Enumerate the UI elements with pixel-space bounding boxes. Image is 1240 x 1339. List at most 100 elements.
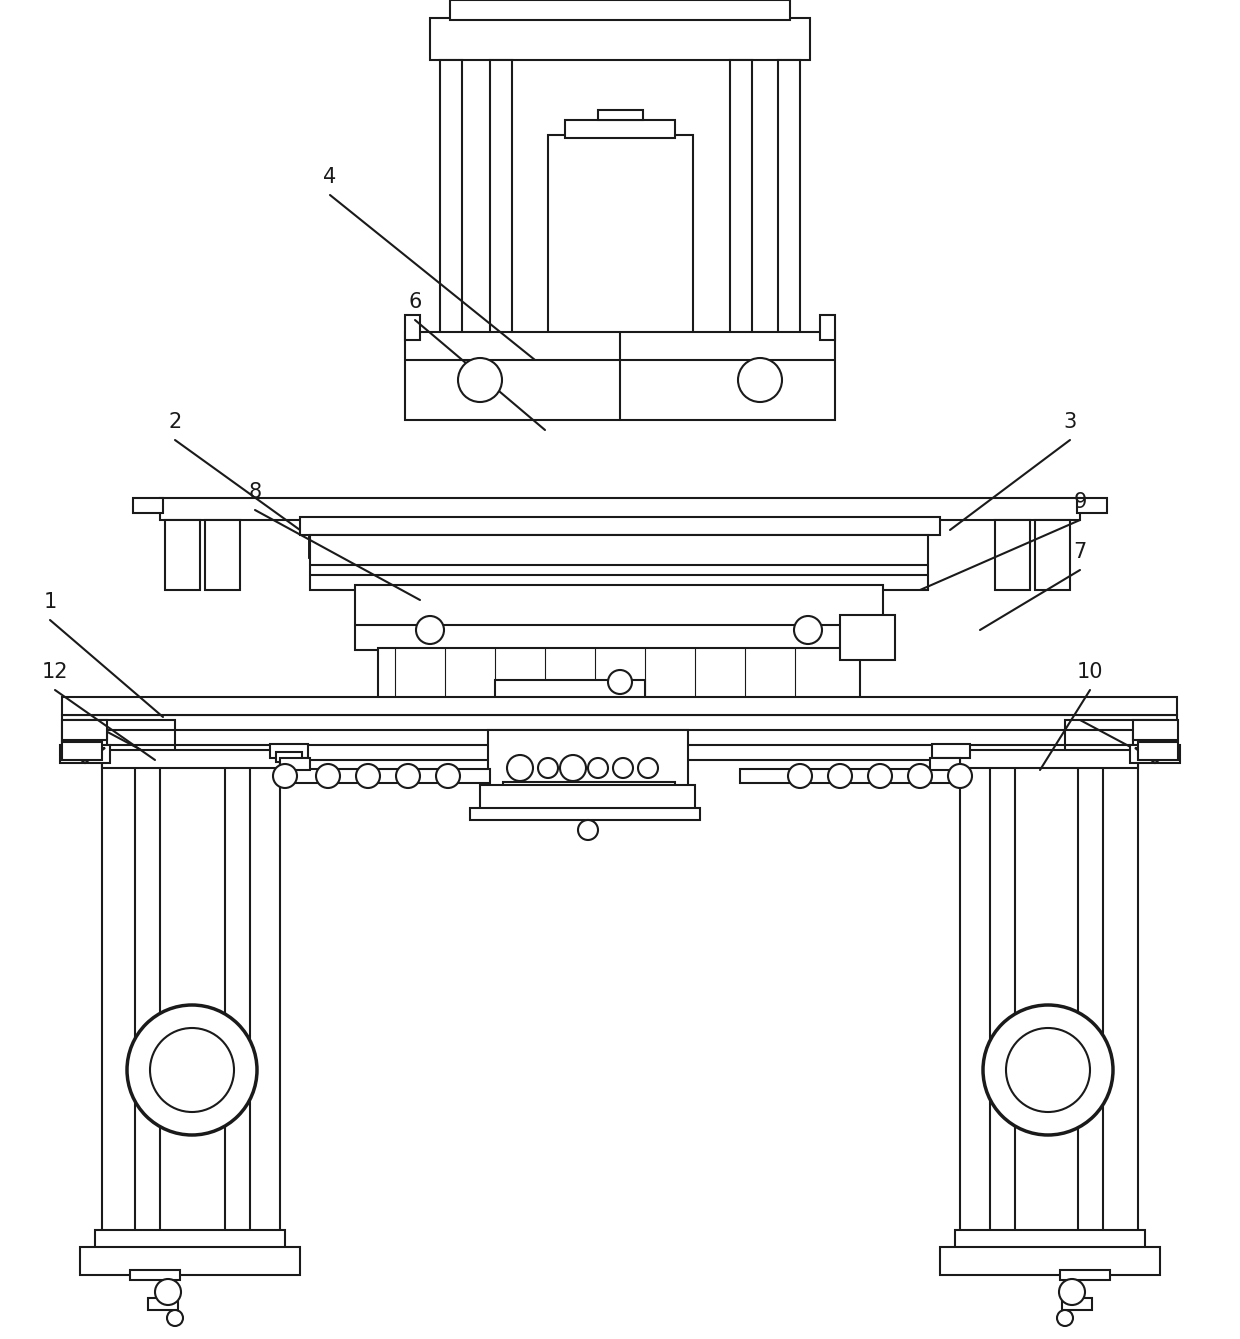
Circle shape — [396, 765, 420, 787]
Circle shape — [126, 1006, 257, 1135]
Text: 12: 12 — [42, 661, 68, 682]
Bar — [730, 60, 751, 340]
Bar — [228, 765, 250, 793]
Bar — [908, 536, 924, 558]
Bar — [60, 744, 110, 763]
Bar — [884, 536, 900, 558]
Circle shape — [150, 1028, 234, 1111]
Bar — [378, 648, 861, 720]
Bar — [332, 536, 348, 558]
Bar — [205, 520, 241, 590]
Bar — [596, 536, 613, 558]
Bar — [379, 536, 396, 558]
Circle shape — [578, 819, 598, 840]
Circle shape — [787, 765, 812, 787]
Bar — [1133, 720, 1178, 740]
Text: 6: 6 — [408, 292, 422, 312]
Bar — [165, 520, 200, 590]
Circle shape — [167, 1310, 184, 1326]
Bar — [308, 536, 324, 558]
Circle shape — [356, 765, 379, 787]
Circle shape — [868, 765, 892, 787]
Bar — [102, 750, 280, 769]
Bar — [280, 758, 310, 770]
Bar — [565, 121, 675, 138]
Bar — [405, 332, 835, 420]
Bar — [495, 680, 645, 698]
Text: 7: 7 — [1074, 542, 1086, 562]
Bar — [81, 1247, 300, 1275]
Bar — [940, 1247, 1159, 1275]
Bar — [715, 536, 732, 558]
Bar — [450, 0, 790, 20]
Bar — [572, 536, 588, 558]
Bar — [470, 807, 701, 819]
Bar — [1138, 742, 1178, 761]
Bar — [160, 498, 1080, 520]
Circle shape — [560, 755, 587, 781]
Bar — [740, 769, 985, 783]
Circle shape — [1056, 1310, 1073, 1326]
Bar — [476, 536, 492, 558]
Bar — [405, 315, 420, 340]
Circle shape — [436, 765, 460, 787]
Bar — [548, 135, 693, 340]
Text: 2: 2 — [169, 412, 181, 432]
Circle shape — [738, 358, 782, 402]
Circle shape — [538, 758, 558, 778]
Circle shape — [949, 765, 972, 787]
Bar — [812, 536, 828, 558]
Text: 10: 10 — [1076, 661, 1104, 682]
Circle shape — [608, 670, 632, 694]
Bar — [644, 536, 660, 558]
Bar — [130, 1269, 180, 1280]
Bar — [62, 720, 107, 740]
Circle shape — [316, 765, 340, 787]
Bar — [668, 536, 684, 558]
Bar — [1060, 1269, 1110, 1280]
Bar — [404, 536, 420, 558]
Bar — [102, 753, 280, 1240]
Bar — [1130, 744, 1180, 763]
Bar — [62, 698, 1177, 715]
Polygon shape — [1065, 720, 1173, 761]
Circle shape — [1059, 1279, 1085, 1306]
Bar — [300, 517, 940, 536]
Circle shape — [273, 765, 298, 787]
Bar — [960, 753, 1138, 1240]
Circle shape — [639, 758, 658, 778]
Circle shape — [828, 765, 852, 787]
Bar — [356, 536, 372, 558]
Bar — [64, 732, 107, 749]
Circle shape — [588, 758, 608, 778]
Circle shape — [908, 765, 932, 787]
Bar — [133, 498, 162, 513]
Bar — [836, 536, 852, 558]
Text: 1: 1 — [43, 592, 57, 612]
Bar — [1078, 498, 1107, 513]
Bar — [440, 60, 463, 340]
Text: 8: 8 — [248, 482, 262, 502]
Bar — [990, 765, 1012, 793]
Polygon shape — [64, 749, 105, 763]
Bar — [503, 782, 675, 799]
Bar — [930, 758, 960, 770]
Polygon shape — [67, 720, 175, 761]
Bar — [839, 615, 895, 660]
Bar — [246, 769, 490, 783]
Bar — [861, 536, 875, 558]
Circle shape — [458, 358, 502, 402]
Bar — [740, 536, 756, 558]
Bar — [1061, 1297, 1092, 1310]
Circle shape — [1006, 1028, 1090, 1111]
Bar — [480, 785, 694, 815]
Bar — [453, 536, 467, 558]
Bar — [764, 536, 780, 558]
Bar — [1035, 520, 1070, 590]
Bar — [95, 1231, 285, 1251]
Bar — [500, 536, 516, 558]
Polygon shape — [1135, 749, 1176, 763]
Bar — [270, 744, 308, 758]
Bar — [355, 585, 883, 649]
Bar — [820, 315, 835, 340]
